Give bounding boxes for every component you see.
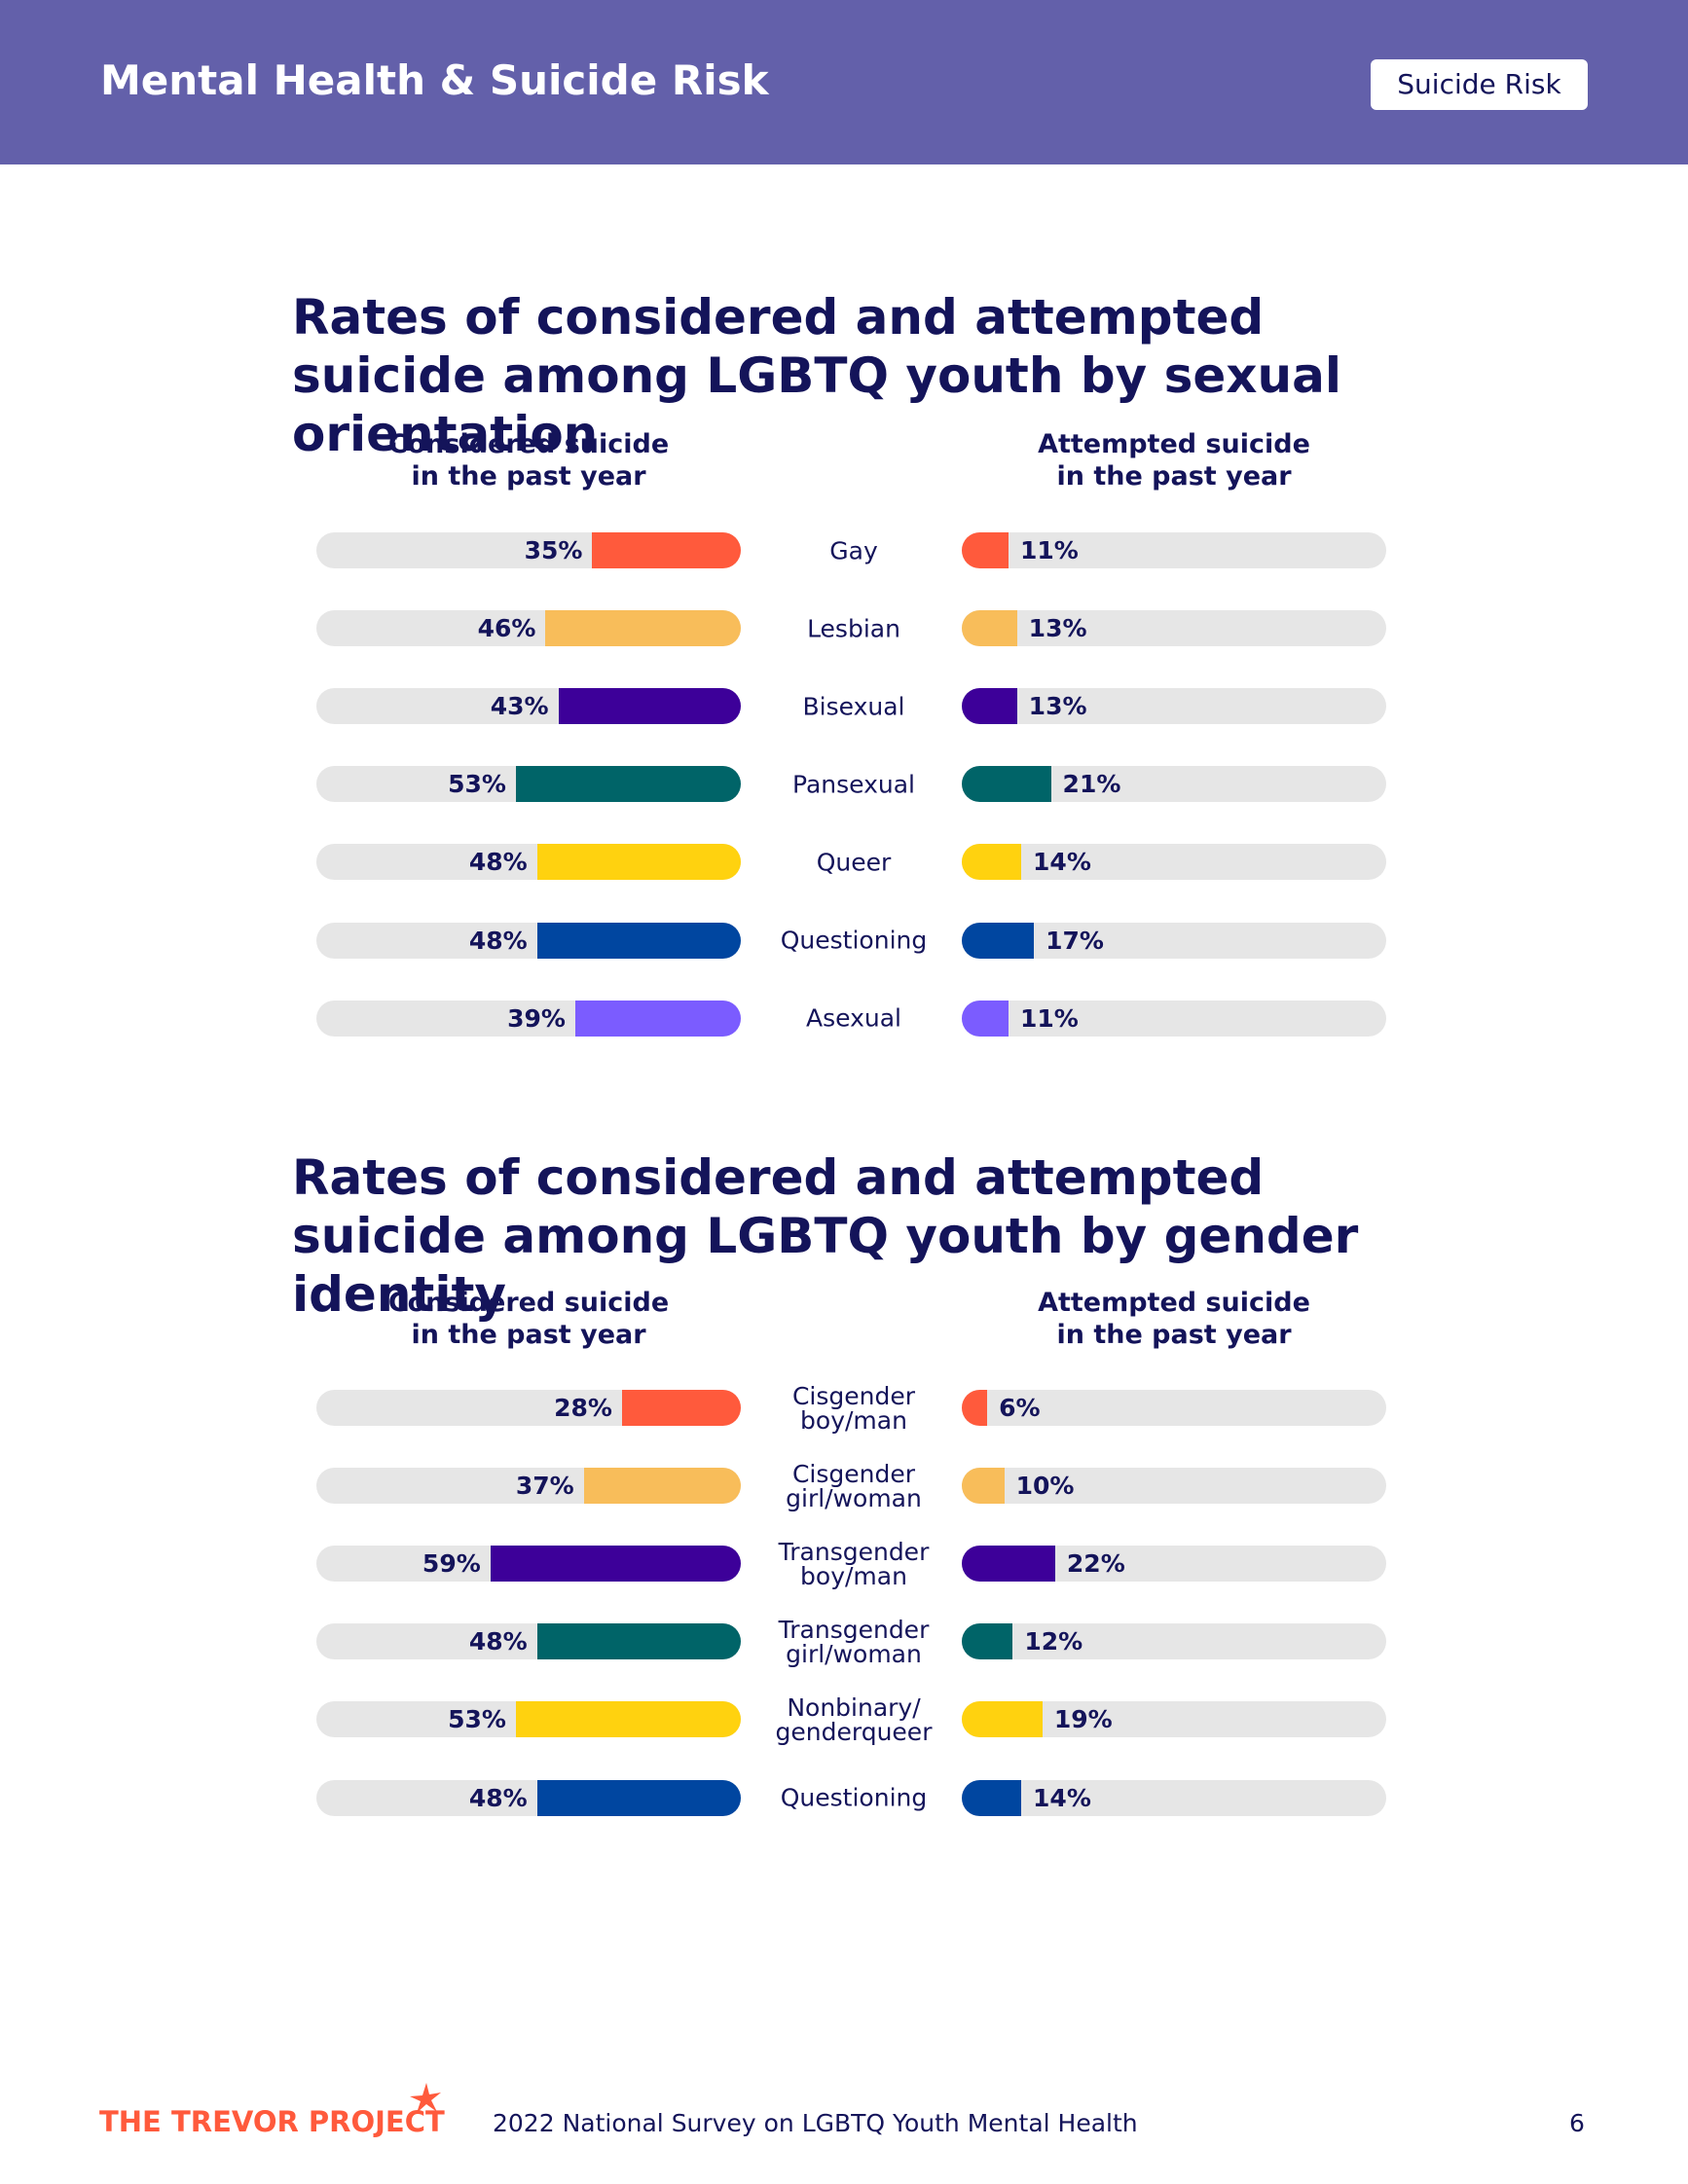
bar-track (962, 1779, 1386, 1816)
category-label: Questioning (780, 1783, 928, 1812)
value-label: 13% (1028, 614, 1087, 643)
bar (583, 1468, 741, 1505)
value-label: 21% (1062, 770, 1121, 799)
footer-source: 2022 National Survey on LGBTQ Youth Ment… (493, 2109, 1138, 2137)
bar-track (962, 610, 1386, 647)
category-label: Cisgender girl/woman (786, 1459, 922, 1512)
value-label: 17% (1046, 926, 1104, 955)
bar (962, 1623, 1013, 1660)
bar (962, 1468, 1005, 1505)
bar (962, 1000, 1009, 1037)
category-label: Transgender girl/woman (778, 1615, 930, 1668)
category-label: Lesbian (807, 614, 900, 643)
bar (962, 766, 1051, 803)
bar (536, 922, 741, 959)
value-label: 35% (524, 536, 583, 564)
column-header: Considered suicide in the past year (387, 1288, 670, 1350)
header-title: Mental Health & Suicide Risk (100, 56, 769, 104)
value-label: 6% (999, 1394, 1041, 1422)
bar-track (962, 532, 1386, 568)
bar (490, 1546, 741, 1583)
bar (962, 1390, 988, 1426)
bar-track (962, 688, 1386, 725)
bar-track (962, 1623, 1386, 1660)
bar-track (962, 1390, 1386, 1426)
bar (536, 1779, 741, 1816)
bar (515, 766, 741, 803)
bar (592, 532, 741, 568)
bar (515, 1701, 741, 1738)
chart-title: Rates of considered and attempted suicid… (292, 1149, 1359, 1323)
value-label: 48% (468, 1627, 528, 1656)
bar (962, 610, 1017, 647)
category-label: Nonbinary/ genderqueer (775, 1693, 933, 1746)
page-number: 6 (1569, 2109, 1585, 2137)
value-label: 22% (1066, 1549, 1125, 1579)
value-label: 59% (422, 1549, 481, 1579)
column-header: Attempted suicide in the past year (1038, 1288, 1310, 1350)
category-label: Queer (816, 848, 892, 877)
bar (621, 1390, 741, 1426)
category-label: Pansexual (792, 770, 915, 799)
category-label: Transgender boy/man (778, 1537, 930, 1590)
bar (962, 844, 1022, 881)
bar (962, 1779, 1022, 1816)
value-label: 53% (448, 770, 506, 799)
value-label: 14% (1033, 848, 1091, 877)
value-label: 53% (448, 1705, 506, 1734)
bar-track (962, 1000, 1386, 1037)
bar (536, 1623, 741, 1660)
value-label: 28% (554, 1394, 612, 1422)
category-label: Bisexual (802, 692, 905, 721)
value-label: 39% (507, 1003, 566, 1033)
column-header: Attempted suicide in the past year (1038, 429, 1310, 491)
value-label: 37% (515, 1472, 574, 1501)
bar (536, 844, 741, 881)
bar (574, 1000, 741, 1037)
value-label: 19% (1053, 1705, 1113, 1734)
value-label: 11% (1019, 536, 1079, 564)
bar (962, 688, 1017, 725)
bar (545, 610, 741, 647)
category-label: Gay (829, 536, 878, 564)
value-label: 14% (1033, 1783, 1091, 1812)
bar (558, 688, 741, 725)
logo: THE TREVOR PROJECT (99, 2105, 445, 2138)
category-label: Asexual (806, 1003, 901, 1033)
bar-track (962, 1468, 1386, 1505)
column-header: Considered suicide in the past year (387, 429, 670, 491)
logo-star (410, 2083, 441, 2113)
bar (962, 1546, 1055, 1583)
value-label: 13% (1028, 692, 1087, 721)
section-tag: Suicide Risk (1371, 59, 1588, 110)
bar (962, 922, 1035, 959)
value-label: 48% (468, 926, 528, 955)
value-label: 48% (468, 848, 528, 877)
value-label: 11% (1019, 1003, 1079, 1033)
category-label: Cisgender boy/man (791, 1381, 916, 1435)
value-label: 48% (468, 1783, 528, 1812)
chart-title: Rates of considered and attempted suicid… (292, 289, 1342, 462)
bar (962, 1701, 1043, 1738)
value-label: 12% (1024, 1627, 1083, 1656)
bar (962, 532, 1009, 568)
bar-track (962, 844, 1386, 881)
value-label: 46% (477, 614, 536, 643)
category-label: Questioning (780, 926, 928, 955)
value-label: 43% (490, 692, 549, 721)
value-label: 10% (1015, 1472, 1075, 1501)
